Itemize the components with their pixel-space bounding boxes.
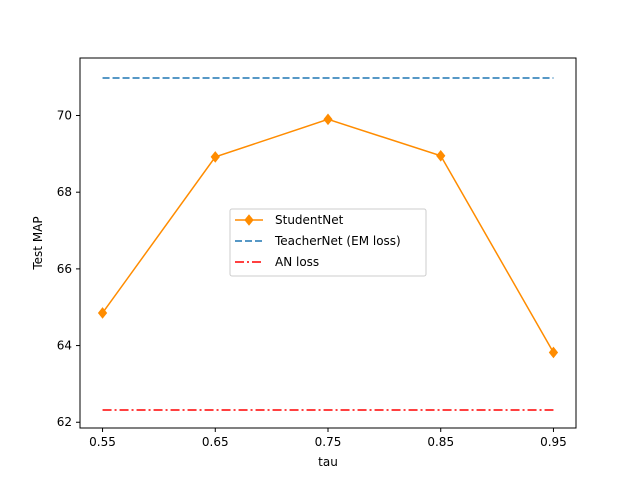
y-tick-label: 66 xyxy=(57,262,72,276)
legend-label: StudentNet xyxy=(275,213,344,227)
legend: StudentNet TeacherNet (EM loss) AN loss xyxy=(229,208,427,277)
legend-box xyxy=(229,208,427,277)
y-tick-label: 64 xyxy=(57,339,72,353)
x-tick-label: 0.55 xyxy=(89,435,116,449)
y-tick-label: 62 xyxy=(57,415,72,429)
y-tick-label: 70 xyxy=(57,109,72,123)
x-tick-label: 0.85 xyxy=(427,435,454,449)
x-axis: 0.55 0.65 0.75 0.85 0.95 xyxy=(89,428,567,449)
data-point xyxy=(97,307,108,319)
legend-label: TeacherNet (EM loss) xyxy=(274,234,401,248)
legend-label: AN loss xyxy=(275,255,319,269)
data-point xyxy=(548,346,559,359)
x-tick-label: 0.65 xyxy=(202,435,229,449)
x-tick-label: 0.95 xyxy=(540,435,567,449)
data-point xyxy=(323,113,333,126)
data-point xyxy=(210,151,220,163)
y-tick-label: 68 xyxy=(57,185,72,199)
x-tick-label: 0.75 xyxy=(315,435,342,449)
legend-marker xyxy=(244,214,254,226)
data-point xyxy=(436,149,446,162)
series-layer xyxy=(97,77,559,411)
y-axis-title: Test MAP xyxy=(31,216,45,270)
x-axis-title: tau xyxy=(318,455,338,469)
y-axis: 62 64 66 68 70 xyxy=(57,109,80,429)
